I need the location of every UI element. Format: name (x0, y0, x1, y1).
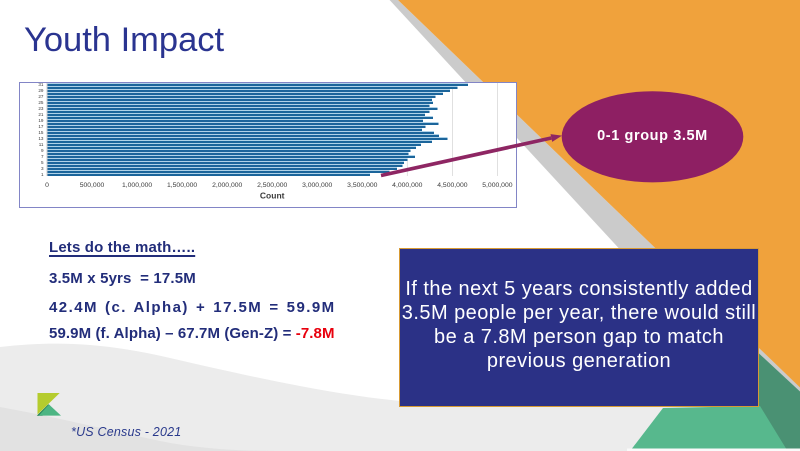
svg-text:4,000,000: 4,000,000 (392, 182, 422, 189)
svg-text:23: 23 (38, 106, 44, 111)
svg-text:25: 25 (38, 100, 44, 105)
svg-text:3: 3 (41, 166, 44, 171)
svg-text:0: 0 (45, 182, 49, 189)
svg-text:19: 19 (38, 118, 44, 123)
svg-text:5,000,000: 5,000,000 (482, 182, 512, 189)
svg-text:21: 21 (38, 112, 44, 117)
svg-text:2,500,000: 2,500,000 (257, 182, 287, 189)
svg-text:2,000,000: 2,000,000 (212, 182, 242, 189)
svg-text:3,500,000: 3,500,000 (347, 182, 377, 189)
svg-text:4,500,000: 4,500,000 (437, 182, 467, 189)
svg-text:1,500,000: 1,500,000 (167, 182, 197, 189)
svg-text:11: 11 (39, 142, 44, 147)
svg-text:500,000: 500,000 (80, 182, 105, 189)
svg-text:31: 31 (38, 83, 44, 87)
svg-text:5: 5 (41, 160, 44, 165)
svg-text:9: 9 (41, 148, 44, 153)
svg-text:1: 1 (41, 172, 44, 177)
svg-text:3,000,000: 3,000,000 (302, 182, 332, 189)
svg-text:Count: Count (260, 191, 285, 201)
svg-text:29: 29 (38, 88, 44, 93)
svg-text:13: 13 (38, 136, 44, 141)
svg-text:17: 17 (38, 124, 44, 129)
svg-text:27: 27 (38, 94, 44, 99)
svg-text:7: 7 (41, 154, 44, 159)
svg-text:1,000,000: 1,000,000 (122, 182, 152, 189)
svg-text:15: 15 (38, 130, 44, 135)
